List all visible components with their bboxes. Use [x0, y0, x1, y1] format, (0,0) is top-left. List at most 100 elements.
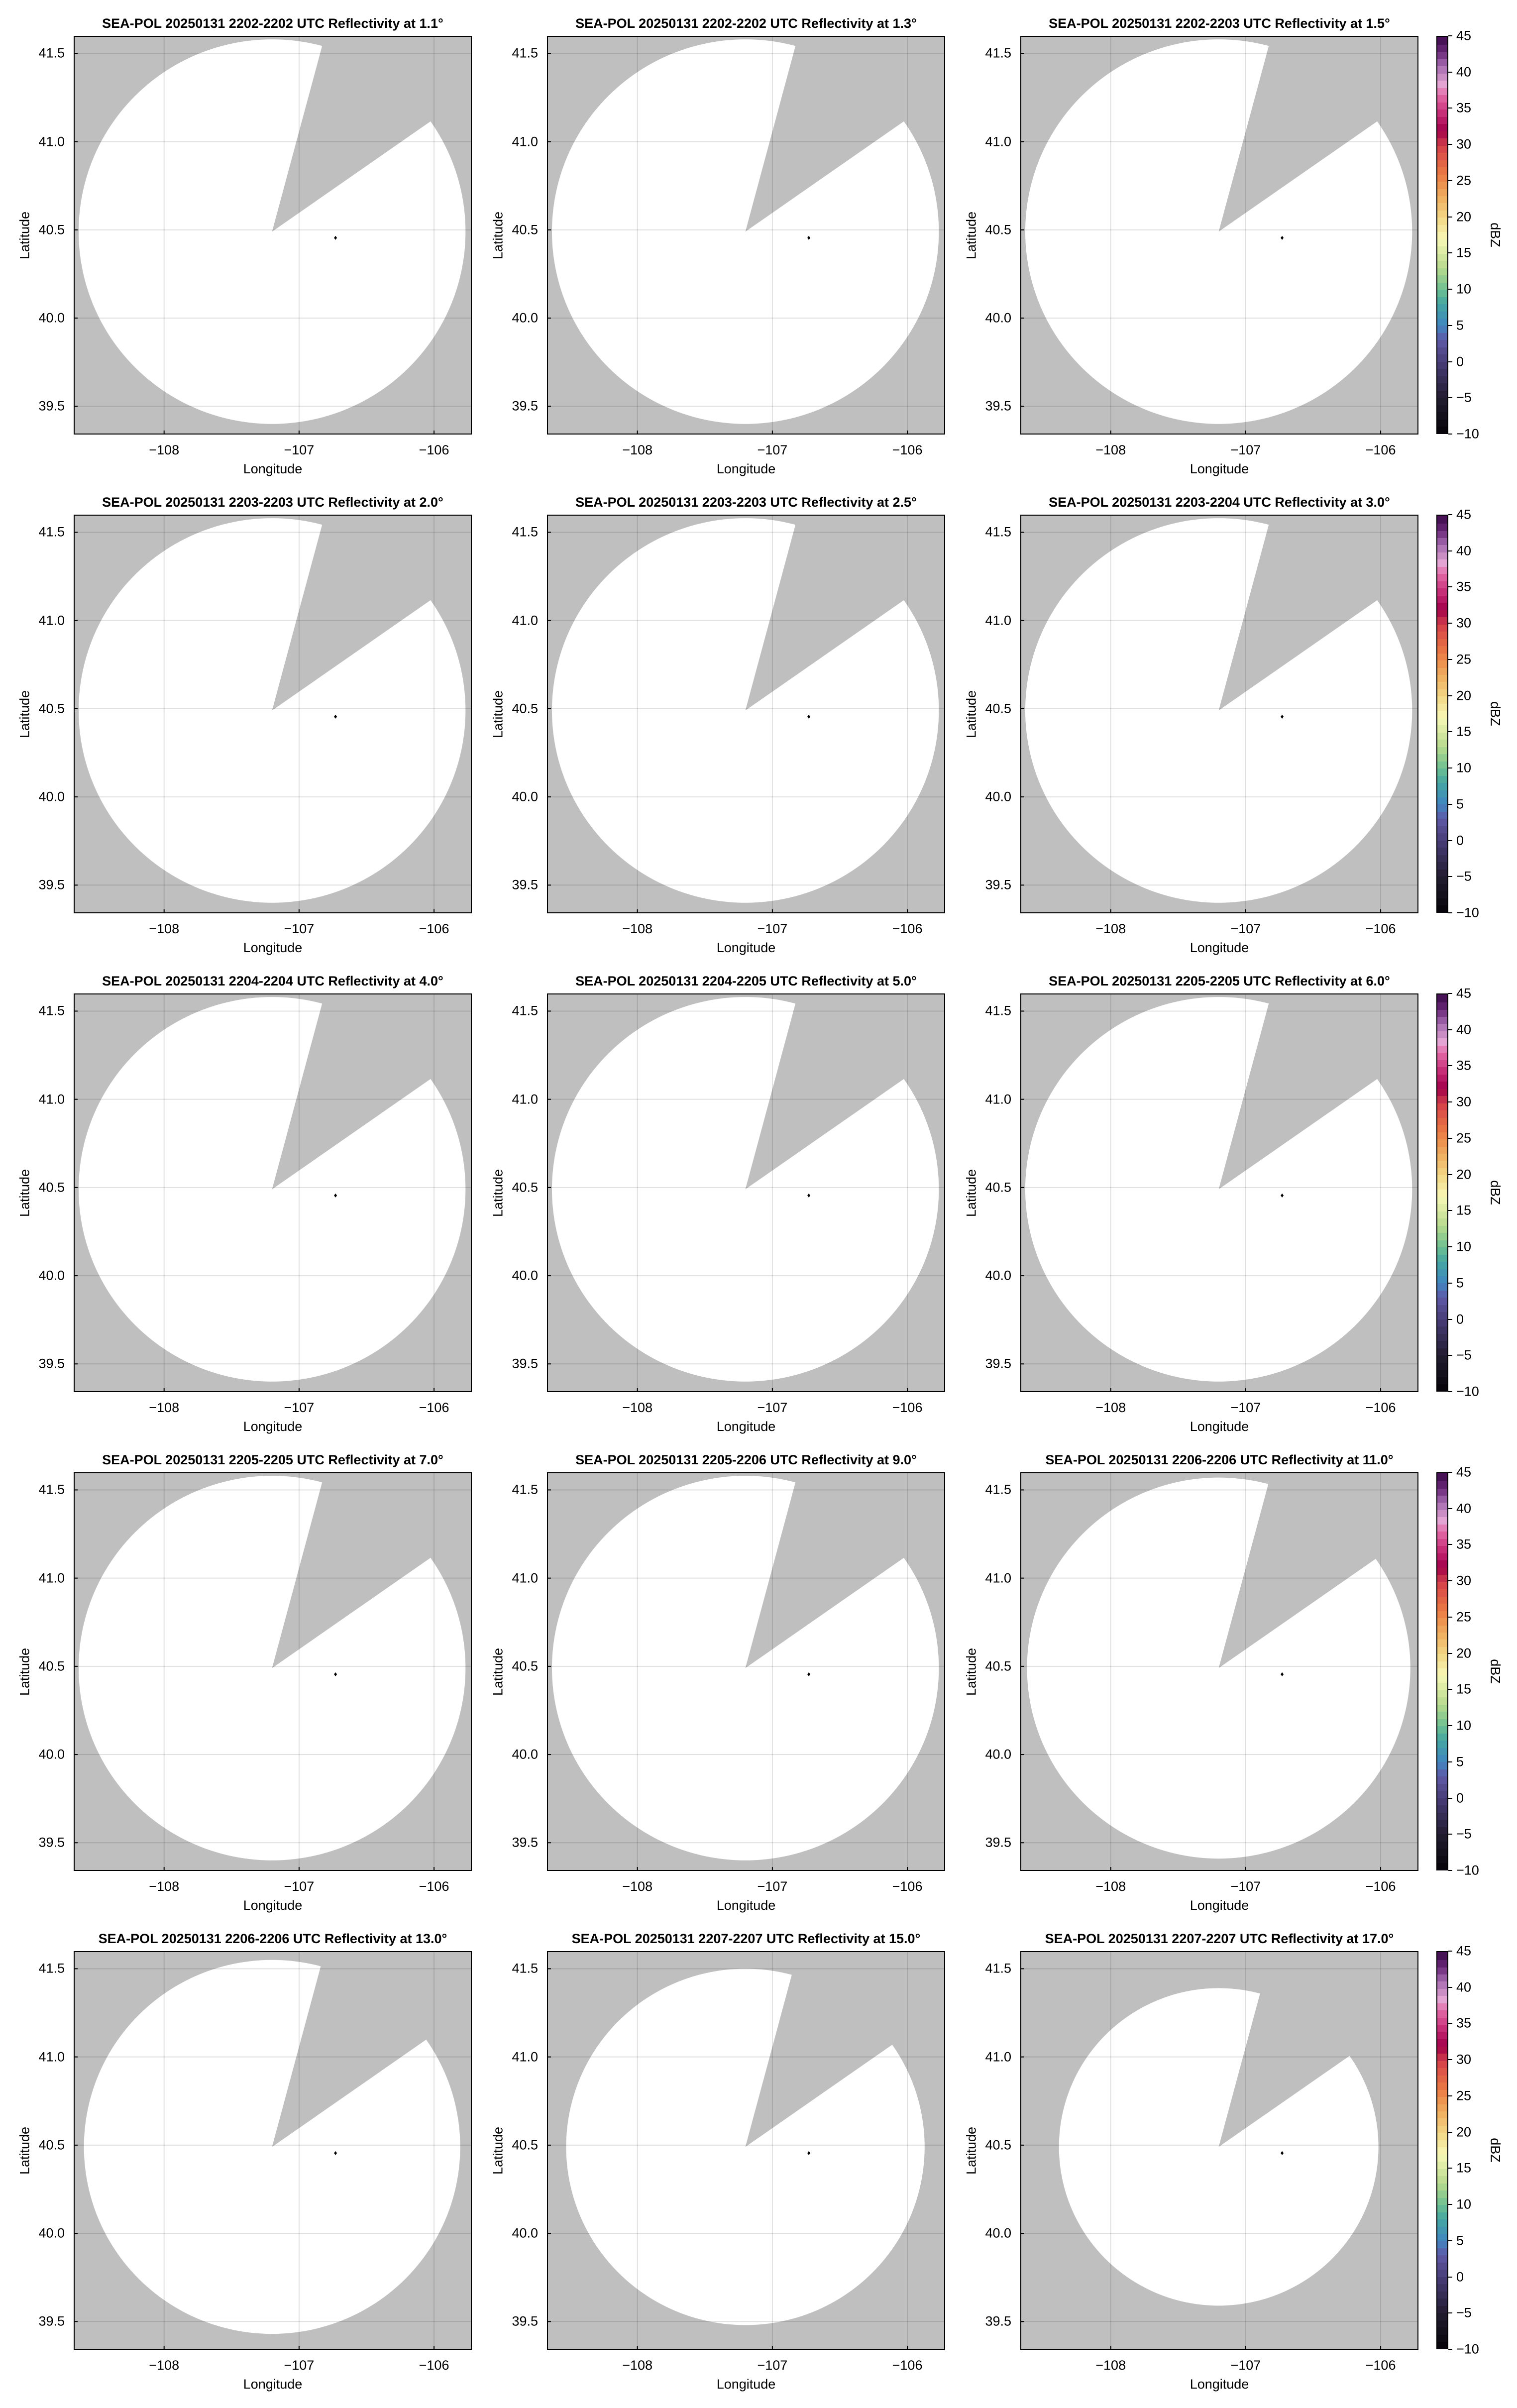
colorbar-band [1437, 1639, 1447, 1647]
colorbar-band [1437, 1333, 1447, 1341]
radar-coverage-area [566, 1969, 925, 2325]
plot-frame [74, 515, 472, 913]
colorbar-tick-label: 15 [1456, 724, 1472, 739]
colorbar-tick-mark [1448, 71, 1452, 73]
colorbar-band [1437, 1160, 1447, 1168]
y-tick-label: 40.5 [985, 701, 1011, 716]
x-tick-label: −107 [284, 1879, 315, 1894]
colorbar-tick-mark [1448, 1580, 1452, 1582]
colorbar-band [1437, 1239, 1447, 1248]
colorbar-band [1437, 1516, 1447, 1525]
colorbar-tick-mark [1448, 2240, 1452, 2241]
colorbar-tick-mark [1448, 2059, 1452, 2061]
y-tick-label: 41.0 [38, 134, 65, 149]
y-tick-label: 40.5 [38, 2137, 65, 2153]
colorbar-band [1437, 1052, 1447, 1060]
panel-title: SEA-POL 20250131 2206-2206 UTC Reflectiv… [1045, 1452, 1394, 1467]
y-tick-label: 39.5 [512, 2313, 538, 2329]
colorbar-band [1437, 188, 1447, 196]
colorbar-band [1437, 1480, 1447, 1489]
panel-title: SEA-POL 20250131 2204-2205 UTC Reflectiv… [575, 974, 917, 988]
colorbar-band [1437, 1624, 1447, 1633]
x-tick-label: −107 [757, 442, 788, 457]
colorbar-band [1437, 2096, 1447, 2104]
colorbar-band [1437, 1268, 1447, 1277]
colorbar-tick-mark [1448, 2349, 1452, 2350]
y-axis-label: Latitude [490, 1169, 506, 1217]
colorbar-band [1437, 253, 1447, 261]
y-tick-label: 41.5 [38, 45, 65, 61]
colorbar-band [1437, 1081, 1447, 1089]
colorbar-band [1437, 609, 1447, 618]
colorbar-tick-mark [1448, 1318, 1452, 1320]
x-tick-label: −106 [1365, 442, 1396, 457]
colorbar-band [1437, 318, 1447, 326]
colorbar-tick-label: 10 [1456, 760, 1472, 775]
colorbar-band [1437, 551, 1447, 560]
colorbar-tick-mark [1448, 912, 1452, 913]
colorbar-tick-label: 35 [1456, 1058, 1472, 1073]
y-tick-label: 40.5 [38, 222, 65, 237]
y-tick-label: 40.0 [38, 310, 65, 326]
location-marker [1281, 2151, 1284, 2155]
colorbar-tick-label: −10 [1456, 426, 1479, 441]
colorbar-band [1437, 537, 1447, 546]
colorbar-band [1437, 1667, 1447, 1676]
y-axis-label: Latitude [17, 1647, 32, 1696]
x-tick-label: −108 [1095, 2358, 1126, 2373]
y-tick-label: 39.5 [38, 398, 65, 414]
colorbar-band [1437, 523, 1447, 531]
x-tick-label: −107 [1230, 2358, 1261, 2373]
panel-title: SEA-POL 20250131 2205-2205 UTC Reflectiv… [1049, 974, 1390, 988]
colorbar-band [1437, 325, 1447, 333]
colorbar-tick-mark [1448, 840, 1452, 841]
colorbar-tick-mark [1448, 1355, 1452, 1356]
colorbar-band [1437, 1145, 1447, 1154]
colorbar-band [1437, 2291, 1447, 2299]
y-tick-label: 40.0 [38, 789, 65, 804]
colorbar-band [1437, 1261, 1447, 1269]
x-tick-label: −106 [892, 1400, 923, 1415]
colorbar-tick-mark [1448, 2168, 1452, 2169]
location-marker [334, 714, 337, 719]
colorbar-band [1437, 1747, 1447, 1755]
colorbar-band [1437, 1502, 1447, 1510]
colorbar-band [1437, 1797, 1447, 1806]
colorbar-tick-mark [1448, 1689, 1452, 1690]
colorbar-band [1437, 681, 1447, 689]
colorbar-band [1437, 595, 1447, 603]
colorbar-band [1437, 2117, 1447, 2126]
y-tick-label: 41.0 [512, 1570, 538, 1586]
colorbar-tick-mark [1448, 586, 1452, 588]
colorbar-band [1437, 1340, 1447, 1348]
colorbar [1436, 1472, 1448, 1870]
x-tick-label: −107 [757, 1879, 788, 1894]
colorbar-band [1437, 361, 1447, 369]
y-tick-label: 39.5 [512, 1835, 538, 1850]
y-tick-label: 41.0 [512, 1092, 538, 1107]
colorbar-band [1437, 1959, 1447, 1968]
colorbar-tick-label: 0 [1456, 354, 1464, 369]
colorbar-tick-label: 10 [1456, 1718, 1472, 1733]
y-axis-label: Latitude [964, 1169, 979, 1217]
colorbar-tick-label: 25 [1456, 1130, 1472, 1146]
x-tick-label: −108 [149, 2358, 180, 2373]
y-axis-label: Latitude [17, 211, 32, 259]
x-tick-label: −106 [892, 2358, 923, 2373]
colorbar-tick-label: 30 [1456, 136, 1472, 152]
colorbar-band [1437, 231, 1447, 239]
colorbar-band [1437, 1102, 1447, 1111]
colorbar-tick-mark [1448, 35, 1452, 36]
panel-title: SEA-POL 20250131 2205-2206 UTC Reflectiv… [575, 1452, 917, 1467]
location-marker [334, 235, 337, 240]
colorbar-band [1437, 2218, 1447, 2227]
colorbar-band [1437, 782, 1447, 790]
x-tick-label: −108 [622, 442, 653, 457]
x-tick-label: −106 [892, 921, 923, 936]
colorbar-band [1437, 1153, 1447, 1161]
y-tick-label: 40.0 [985, 1747, 1011, 1762]
colorbar-band [1437, 1552, 1447, 1561]
colorbar-tick-label: 5 [1456, 796, 1464, 812]
colorbar-band [1437, 2183, 1447, 2191]
colorbar-tick-mark [1448, 1725, 1452, 1727]
